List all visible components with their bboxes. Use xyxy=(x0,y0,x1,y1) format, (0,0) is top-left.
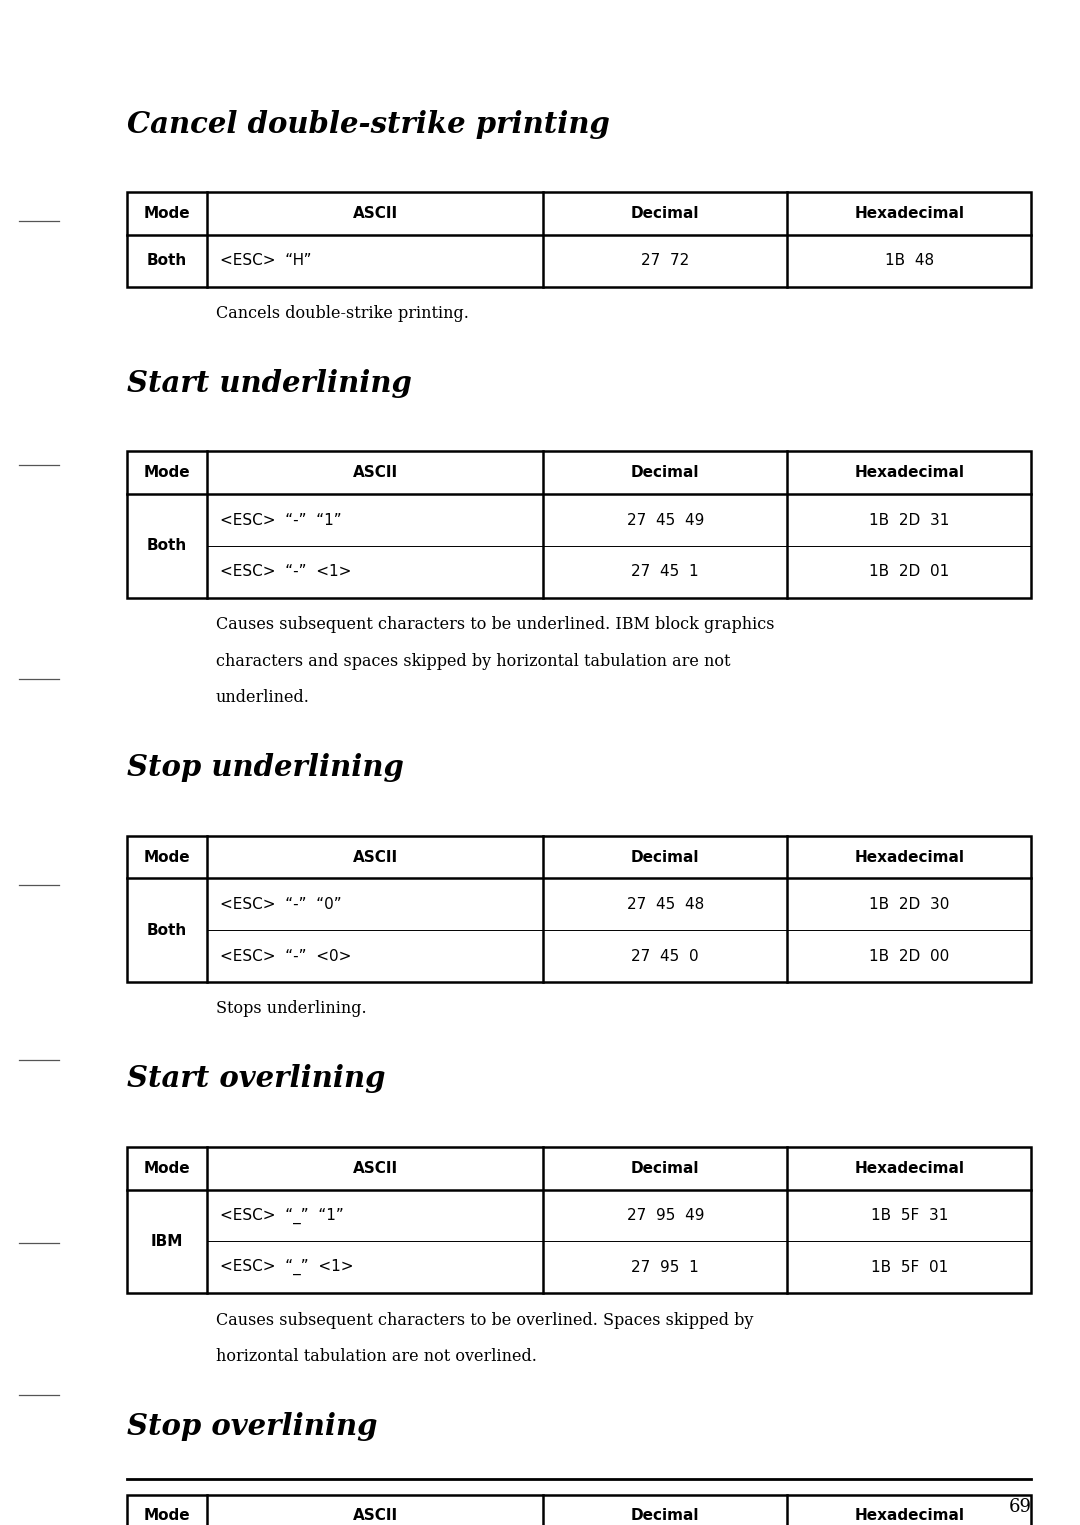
Text: 1B  2D  00: 1B 2D 00 xyxy=(869,949,949,964)
Text: Decimal: Decimal xyxy=(631,465,700,480)
Text: ASCII: ASCII xyxy=(352,1508,397,1523)
Text: 1B  5F  01: 1B 5F 01 xyxy=(870,1260,948,1275)
Bar xyxy=(127,451,1031,598)
Text: Decimal: Decimal xyxy=(631,1508,700,1523)
Text: 1B  2D  30: 1B 2D 30 xyxy=(869,897,949,912)
Text: horizontal tabulation are not overlined.: horizontal tabulation are not overlined. xyxy=(216,1348,537,1365)
Text: Causes subsequent characters to be underlined. IBM block graphics: Causes subsequent characters to be under… xyxy=(216,616,774,633)
Text: Both: Both xyxy=(147,923,187,938)
Text: Mode: Mode xyxy=(144,849,190,865)
Text: Hexadecimal: Hexadecimal xyxy=(854,1508,964,1523)
Text: Hexadecimal: Hexadecimal xyxy=(854,1161,964,1176)
Text: <ESC>  “_”  “1”: <ESC> “_” “1” xyxy=(220,1208,343,1223)
Text: Mode: Mode xyxy=(144,206,190,221)
Text: Decimal: Decimal xyxy=(631,849,700,865)
Text: characters and spaces skipped by horizontal tabulation are not: characters and spaces skipped by horizon… xyxy=(216,653,730,669)
Text: IBM: IBM xyxy=(151,1234,184,1249)
Text: Stops underlining.: Stops underlining. xyxy=(216,1000,366,1017)
Text: 27  95  1: 27 95 1 xyxy=(632,1260,699,1275)
Text: Hexadecimal: Hexadecimal xyxy=(854,206,964,221)
Text: Decimal: Decimal xyxy=(631,206,700,221)
Text: <ESC>  “-”  “1”: <ESC> “-” “1” xyxy=(220,512,341,528)
Text: 27  45  0: 27 45 0 xyxy=(632,949,699,964)
Text: Hexadecimal: Hexadecimal xyxy=(854,849,964,865)
Text: <ESC>  “H”: <ESC> “H” xyxy=(220,253,311,268)
Text: <ESC>  “_”  <1>: <ESC> “_” <1> xyxy=(220,1260,353,1275)
Text: 27  45  48: 27 45 48 xyxy=(626,897,704,912)
Text: <ESC>  “-”  <1>: <ESC> “-” <1> xyxy=(220,564,351,580)
Text: <ESC>  “-”  “0”: <ESC> “-” “0” xyxy=(220,897,341,912)
Text: Decimal: Decimal xyxy=(631,1161,700,1176)
Text: 1B  5F  31: 1B 5F 31 xyxy=(870,1208,948,1223)
Text: 69: 69 xyxy=(1009,1498,1031,1516)
Text: Mode: Mode xyxy=(144,1508,190,1523)
Text: ASCII: ASCII xyxy=(352,465,397,480)
Text: Start underlining: Start underlining xyxy=(127,369,413,398)
Text: 27  72: 27 72 xyxy=(642,253,689,268)
Text: Mode: Mode xyxy=(144,1161,190,1176)
Bar xyxy=(127,1494,1031,1525)
Text: ASCII: ASCII xyxy=(352,1161,397,1176)
Bar xyxy=(127,836,1031,982)
Text: <ESC>  “-”  <0>: <ESC> “-” <0> xyxy=(220,949,351,964)
Text: Start overlining: Start overlining xyxy=(127,1064,386,1093)
Text: 27  45  1: 27 45 1 xyxy=(632,564,699,580)
Bar xyxy=(127,192,1031,287)
Text: Both: Both xyxy=(147,538,187,554)
Text: Hexadecimal: Hexadecimal xyxy=(854,465,964,480)
Text: Stop overlining: Stop overlining xyxy=(127,1412,378,1441)
Text: 1B  2D  31: 1B 2D 31 xyxy=(869,512,949,528)
Bar xyxy=(127,1147,1031,1293)
Text: 1B  48: 1B 48 xyxy=(885,253,934,268)
Text: Cancel double-strike printing: Cancel double-strike printing xyxy=(127,110,610,139)
Text: Mode: Mode xyxy=(144,465,190,480)
Text: Stop underlining: Stop underlining xyxy=(127,753,404,782)
Text: Causes subsequent characters to be overlined. Spaces skipped by: Causes subsequent characters to be overl… xyxy=(216,1312,754,1328)
Text: ASCII: ASCII xyxy=(352,206,397,221)
Text: 27  45  49: 27 45 49 xyxy=(626,512,704,528)
Text: 1B  2D  01: 1B 2D 01 xyxy=(869,564,949,580)
Text: Cancels double-strike printing.: Cancels double-strike printing. xyxy=(216,305,469,322)
Text: Both: Both xyxy=(147,253,187,268)
Text: 27  95  49: 27 95 49 xyxy=(626,1208,704,1223)
Text: underlined.: underlined. xyxy=(216,689,310,706)
Text: ASCII: ASCII xyxy=(352,849,397,865)
